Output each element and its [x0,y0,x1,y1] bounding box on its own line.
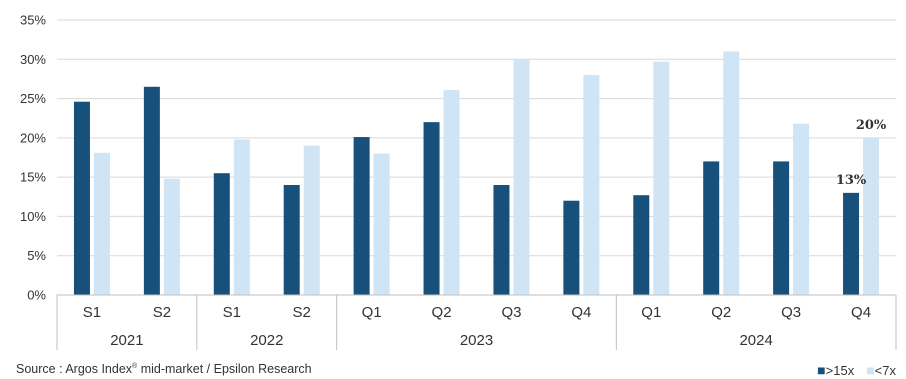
bar [93,152,110,295]
y-tick-label: 10% [20,209,46,224]
y-tick-label: 20% [20,130,46,145]
legend-item-lt7x: ■<7x [866,362,896,378]
y-tick-label: 5% [27,248,46,263]
bar [143,86,160,296]
y-tick-label: 35% [20,13,46,28]
source-note: Source : Argos Index® mid-market / Epsil… [16,362,312,376]
legend-swatch: ■ [866,362,875,378]
bar [443,89,460,295]
x-group-label: 2022 [250,332,283,349]
x-category-label: S2 [293,304,311,321]
x-category-label: S1 [223,304,241,321]
y-tick-label: 25% [20,91,46,106]
x-category-label: S1 [83,304,101,321]
legend-item-gt15x: ■>15x [817,362,854,378]
legend-swatch: ■ [817,362,826,378]
x-category-label: Q3 [781,304,801,321]
x-category-label: Q4 [571,304,591,321]
bar [73,101,90,295]
x-group-label: 2023 [460,332,493,349]
x-axis: S1 S2 S1 S2 Q1 Q2 Q3 Q4 Q1 Q2 Q3 Q4 2021 2022 2023 2024 [56,294,897,350]
legend-text: <7x [874,363,896,378]
data-label: 13% [836,173,867,188]
x-group-label: 2021 [110,332,143,349]
bar [703,161,720,295]
bar [353,137,370,295]
bar [563,200,580,295]
bar [513,59,530,296]
bar [163,178,180,295]
bar [843,192,860,295]
data-label: 20% [856,118,887,133]
bar [653,61,670,296]
source-prefix: Source : Argos Index [16,362,133,376]
bar [773,161,790,295]
bar [303,145,320,295]
x-category-label: Q1 [362,304,382,321]
y-tick-label: 0% [27,288,46,303]
bar [493,185,510,295]
legend-label-lt7x: ■<7x [866,362,896,378]
bar [423,122,440,296]
x-category-label: S2 [153,304,171,321]
bar [583,75,600,295]
data-labels: 13% 20% [836,118,887,188]
bar [633,195,650,295]
bar [213,173,230,295]
bar [233,139,250,295]
x-category-label: Q4 [851,304,871,321]
gridlines [57,19,896,257]
legend-label-gt15x: ■>15x [817,362,854,378]
bar [283,185,300,295]
x-category-label: Q2 [711,304,731,321]
x-category-label: Q3 [501,304,521,321]
bar [863,137,880,295]
bar [373,153,390,295]
legend-text: >15x [825,363,855,378]
x-category-label: Q1 [641,304,661,321]
bar-chart: 0% 5% 10% 15% 20% 25% 30% 35% S1 S2 S1 S2 Q1 Q2 Q3 Q4 Q… [20,13,897,350]
bars [73,51,880,296]
bar [793,123,810,295]
source-registered-mark: ® [132,362,138,370]
x-group-label: 2024 [739,332,772,349]
source-suffix: mid-market / Epsilon Research [137,362,312,376]
legend: ■>15x ■<7x [817,362,896,378]
y-axis: 0% 5% 10% 15% 20% 25% 30% 35% [20,13,46,303]
bar [723,51,740,295]
x-category-label: Q2 [432,304,452,321]
y-tick-label: 15% [20,170,46,185]
y-tick-label: 30% [20,52,46,67]
